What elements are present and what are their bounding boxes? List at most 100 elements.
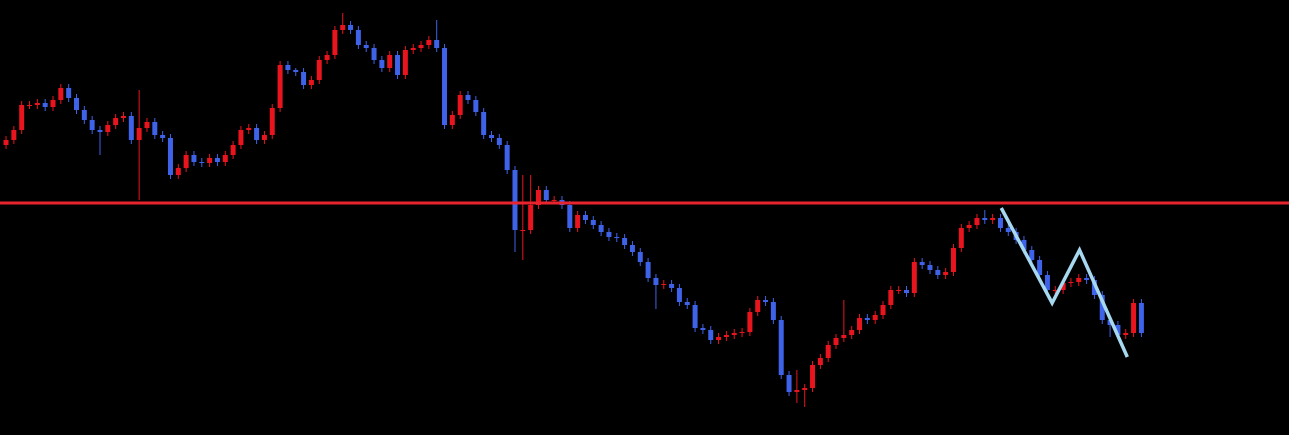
candle-body xyxy=(316,60,322,80)
candle-body xyxy=(379,60,385,68)
candle-body xyxy=(982,218,988,220)
candle-body xyxy=(825,345,831,358)
candle-body xyxy=(222,155,228,162)
candle-body xyxy=(528,205,534,230)
candle-body xyxy=(582,215,588,220)
candle-body xyxy=(669,284,675,288)
candle-body xyxy=(833,338,839,345)
candle-body xyxy=(89,120,95,130)
candle-body xyxy=(629,245,635,252)
candle-body xyxy=(1037,260,1043,275)
candle-body xyxy=(1029,250,1035,260)
candle-body xyxy=(152,122,158,135)
candle-body xyxy=(1138,303,1144,333)
candle-body xyxy=(1123,333,1129,335)
candle-body xyxy=(348,25,354,30)
candle-body xyxy=(457,95,463,115)
candle-body xyxy=(371,48,377,60)
candle-body xyxy=(622,238,628,245)
candle-body xyxy=(896,290,902,291)
candle-body xyxy=(183,155,189,168)
candle-body xyxy=(943,272,949,275)
candle-body xyxy=(575,215,581,228)
candle-body xyxy=(763,300,769,302)
candle-body xyxy=(778,320,784,375)
candle-body xyxy=(927,265,933,270)
candle-body xyxy=(230,145,236,155)
candle-body xyxy=(144,122,150,128)
candle-body xyxy=(872,315,878,320)
candle-body xyxy=(434,40,440,48)
candle-body xyxy=(97,130,103,132)
candle-body xyxy=(512,170,518,230)
candle-body xyxy=(794,390,800,392)
candle-body xyxy=(34,103,40,105)
candle-body xyxy=(332,30,338,55)
candle-body xyxy=(175,168,181,175)
candle-body xyxy=(700,328,706,330)
candle-body xyxy=(246,128,252,130)
candle-body xyxy=(755,300,761,312)
candle-body xyxy=(254,128,260,140)
candle-body xyxy=(786,375,792,392)
candle-body xyxy=(810,365,816,388)
candle-body xyxy=(535,190,541,205)
candle-body xyxy=(269,108,275,135)
candle-body xyxy=(301,72,307,85)
candle-body xyxy=(1099,295,1105,320)
candle-body xyxy=(27,105,33,106)
candle-body xyxy=(340,25,346,30)
candle-body xyxy=(136,128,142,140)
candle-body xyxy=(120,116,126,118)
candle-body xyxy=(770,302,776,320)
candle-body xyxy=(50,100,56,107)
candle-body xyxy=(418,45,424,48)
candle-body xyxy=(74,98,80,110)
candle-body xyxy=(723,335,729,337)
candle-body xyxy=(1068,282,1074,283)
candle-body xyxy=(606,232,612,237)
candle-body xyxy=(160,135,166,138)
candle-body xyxy=(857,318,863,330)
candle-body xyxy=(731,333,737,335)
candle-body xyxy=(442,48,448,125)
candle-body xyxy=(81,110,87,120)
candle-body xyxy=(19,105,25,130)
candle-body xyxy=(58,88,64,100)
candle-body xyxy=(1131,303,1137,333)
candle-body xyxy=(1060,283,1066,290)
candle-body xyxy=(465,95,471,100)
candle-body xyxy=(997,218,1003,228)
candle-body xyxy=(974,218,980,225)
candle-body xyxy=(966,225,972,228)
candle-body xyxy=(473,100,479,112)
candle-body xyxy=(661,284,667,285)
candle-body xyxy=(551,200,557,201)
candle-body xyxy=(66,88,72,98)
candle-body xyxy=(214,158,220,162)
candle-body xyxy=(496,138,502,145)
candle-body xyxy=(199,162,205,163)
candle-body xyxy=(739,332,745,333)
candle-body xyxy=(1084,278,1090,280)
candle-body xyxy=(598,225,604,232)
candle-body xyxy=(903,290,909,293)
candle-body xyxy=(880,305,886,315)
candle-body xyxy=(105,125,111,132)
candle-body xyxy=(708,330,714,340)
candle-body xyxy=(167,138,173,175)
candle-body xyxy=(1115,325,1121,335)
candle-body xyxy=(802,388,808,390)
candle-body xyxy=(614,237,620,238)
candle-body xyxy=(950,248,956,272)
candle-body xyxy=(849,330,855,335)
candle-body xyxy=(488,135,494,138)
candle-body xyxy=(645,262,651,278)
candle-body xyxy=(684,302,690,305)
candle-body xyxy=(911,262,917,293)
candle-body xyxy=(888,290,894,305)
candle-body xyxy=(747,312,753,332)
candle-body xyxy=(567,205,573,228)
candle-body xyxy=(1052,290,1058,291)
candle-body xyxy=(817,358,823,365)
